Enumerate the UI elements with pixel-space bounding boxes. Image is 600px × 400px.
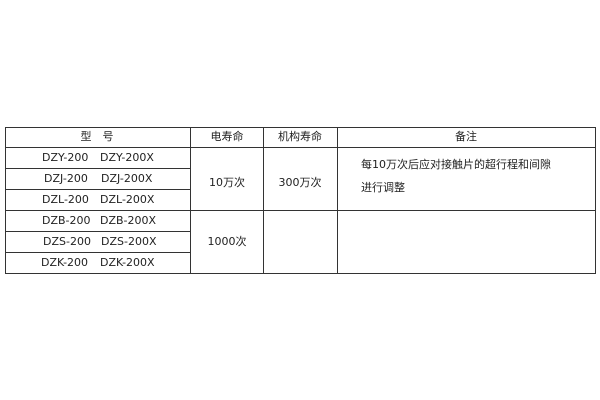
header-mechanical-life: 机构寿命 [278, 130, 322, 143]
electrical-life-group1: 10万次 [209, 176, 245, 189]
mechanical-life-group1: 300万次 [278, 176, 322, 189]
model-cell: DZL-200 [42, 193, 89, 206]
row-divider [5, 189, 190, 190]
header-model: 型 号 [80, 130, 114, 143]
model-x-cell: DZK-200X [100, 256, 155, 269]
header-electrical-life: 电寿命 [210, 130, 244, 143]
group-divider [5, 210, 596, 211]
model-x-cell: DZL-200X [100, 193, 155, 206]
column-divider [337, 127, 338, 274]
model-x-cell: DZB-200X [100, 214, 157, 227]
model-cell: DZS-200 [43, 235, 91, 248]
model-cell: DZK-200 [41, 256, 89, 269]
table-border-right [595, 127, 596, 274]
header-remark: 备注 [455, 130, 477, 143]
table-border-bottom [5, 273, 596, 274]
model-cell: DZB-200 [42, 214, 91, 227]
row-divider [5, 168, 190, 169]
row-divider [5, 252, 190, 253]
model-cell: DZY-200 [42, 151, 89, 164]
table-border-top [5, 127, 596, 128]
model-cell: DZJ-200 [44, 172, 88, 185]
column-divider [190, 127, 191, 274]
column-divider [263, 127, 264, 274]
table-border-left [5, 127, 6, 274]
model-x-cell: DZS-200X [101, 235, 157, 248]
model-x-cell: DZJ-200X [101, 172, 153, 185]
model-x-cell: DZY-200X [100, 151, 154, 164]
row-divider [5, 231, 190, 232]
remark-line-1: 每10万次后应对接触片的超行程和间隙 [361, 158, 551, 171]
header-divider [5, 147, 596, 148]
remark-line-2: 进行调整 [361, 181, 405, 194]
electrical-life-group2: 1000次 [207, 235, 247, 248]
